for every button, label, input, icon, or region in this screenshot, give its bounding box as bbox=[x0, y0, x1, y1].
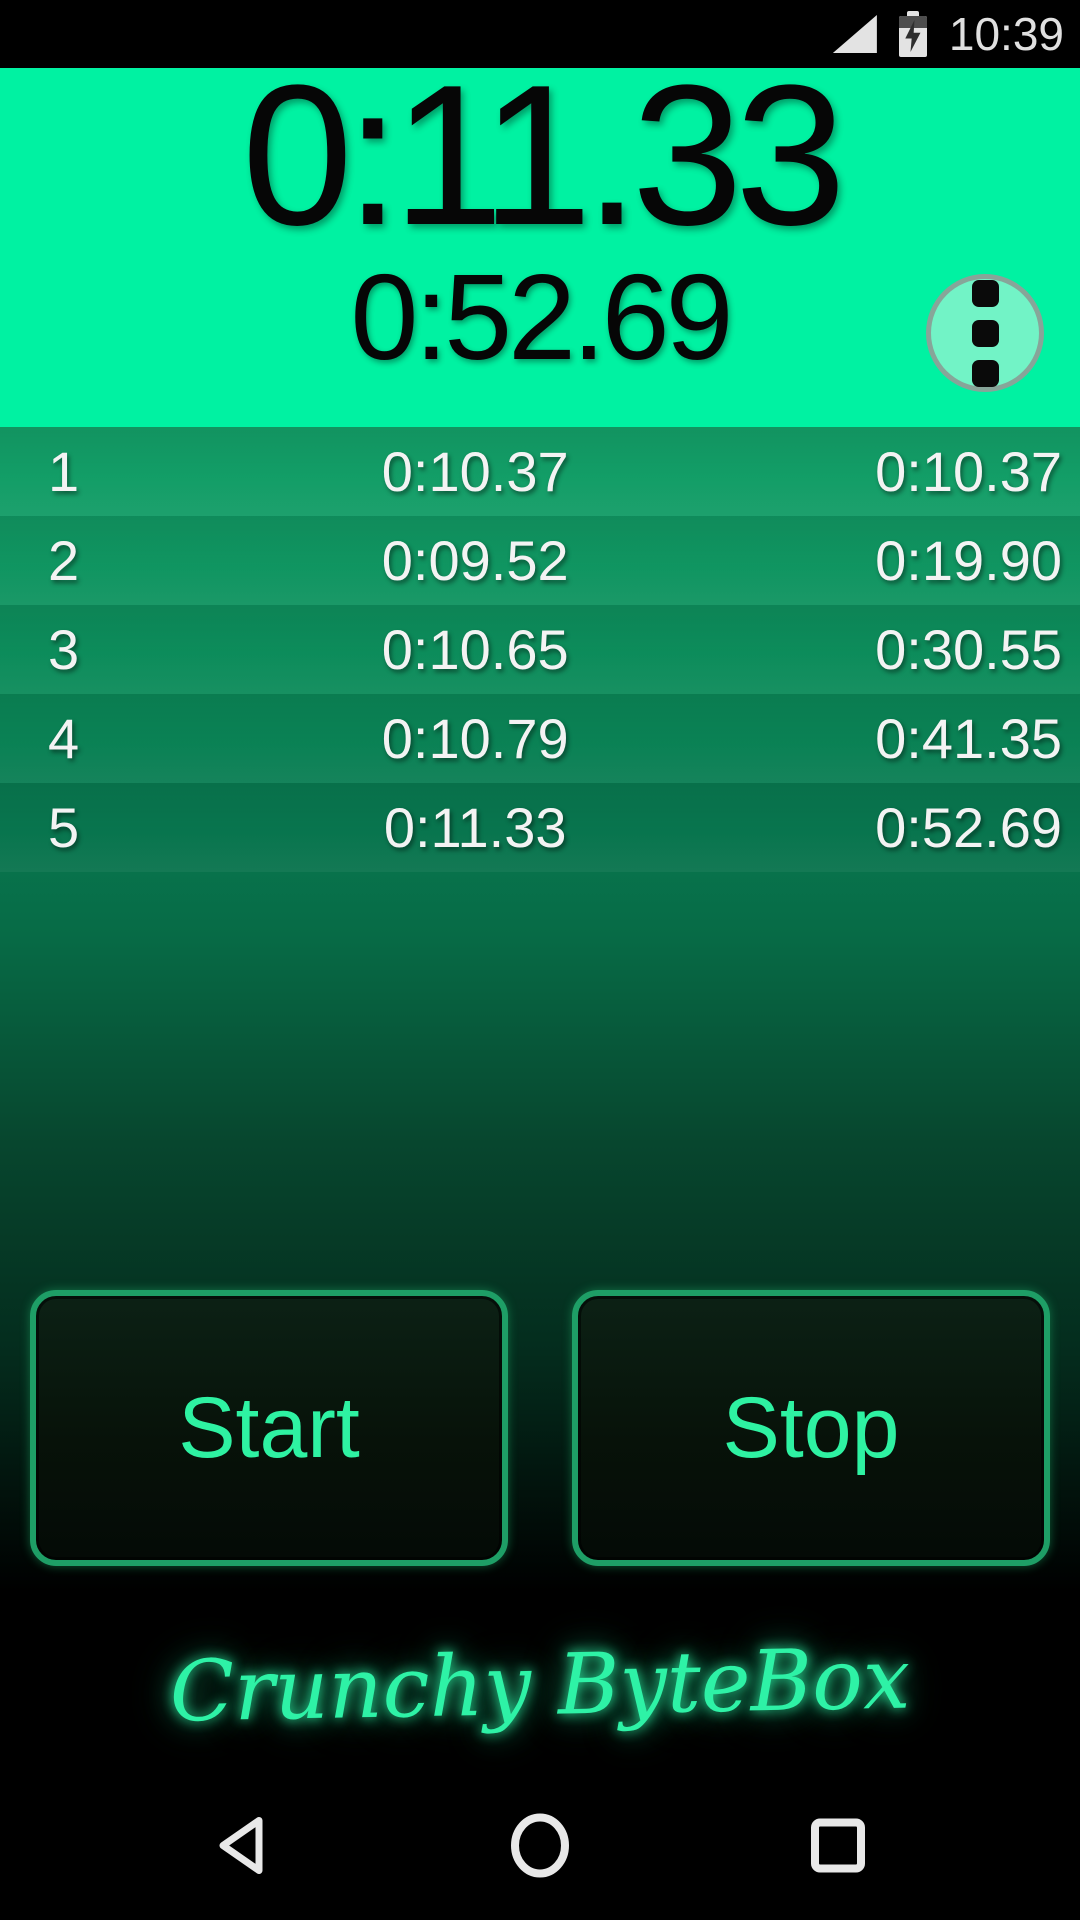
status-bar: 10:39 bbox=[0, 0, 1080, 68]
menu-dot-icon bbox=[971, 279, 999, 307]
battery-body bbox=[898, 16, 927, 57]
battery-empty-segment bbox=[898, 16, 927, 28]
elapsed-lap-time: 0:11.33 bbox=[241, 44, 846, 267]
recents-square-icon bbox=[811, 1818, 865, 1873]
lap-time: 0:10.65 bbox=[381, 617, 569, 681]
developer-signature: Crunchy ByteBox bbox=[169, 1629, 911, 1741]
lap-time: 0:10.37 bbox=[381, 439, 569, 503]
timer-header: 0:11.33 0:52.69 bbox=[0, 56, 1080, 427]
lap-list[interactable]: 1 0:10.37 0:10.37 2 0:09.52 0:19.90 3 0:… bbox=[0, 427, 1080, 872]
lap-number: 5 bbox=[48, 795, 80, 859]
lap-row: 1 0:10.37 0:10.37 bbox=[0, 427, 1080, 516]
lap-row: 2 0:09.52 0:19.90 bbox=[0, 516, 1080, 605]
status-clock: 10:39 bbox=[948, 8, 1064, 60]
lap-row: 5 0:11.33 0:52.69 bbox=[0, 783, 1080, 872]
lap-number: 4 bbox=[48, 706, 80, 770]
lap-row: 4 0:10.79 0:41.35 bbox=[0, 694, 1080, 783]
cellular-signal-icon bbox=[832, 15, 877, 53]
battery-tip bbox=[906, 11, 919, 17]
back-triangle-icon bbox=[219, 1817, 263, 1874]
lap-time: 0:09.52 bbox=[381, 528, 569, 592]
lap-time: 0:10.79 bbox=[381, 706, 569, 770]
content-background bbox=[0, 427, 1080, 1920]
overflow-menu-button[interactable] bbox=[926, 274, 1044, 392]
home-circle-icon bbox=[511, 1813, 569, 1878]
back-button[interactable] bbox=[213, 1815, 267, 1882]
stop-button-label: Stop bbox=[722, 1380, 900, 1476]
stop-button[interactable]: Stop bbox=[572, 1290, 1050, 1566]
total-elapsed-time: 0:52.69 bbox=[350, 249, 733, 385]
menu-dot-icon bbox=[971, 359, 999, 387]
lap-cumulative-time: 0:30.55 bbox=[875, 617, 1062, 681]
lap-row: 3 0:10.65 0:30.55 bbox=[0, 605, 1080, 694]
lap-cumulative-time: 0:41.35 bbox=[875, 706, 1062, 770]
android-navigation-bar bbox=[0, 1776, 1080, 1920]
lap-number: 1 bbox=[48, 439, 80, 503]
lap-number: 3 bbox=[48, 617, 80, 681]
recents-button[interactable] bbox=[808, 1816, 868, 1881]
battery-charging-icon bbox=[898, 11, 927, 57]
start-button[interactable]: Start bbox=[30, 1290, 508, 1566]
home-button[interactable] bbox=[507, 1811, 573, 1886]
lap-number: 2 bbox=[48, 528, 80, 592]
start-button-label: Start bbox=[178, 1380, 360, 1476]
lap-cumulative-time: 0:19.90 bbox=[875, 528, 1062, 592]
lap-time: 0:11.33 bbox=[383, 795, 567, 859]
menu-dot-icon bbox=[971, 319, 999, 347]
lap-cumulative-time: 0:52.69 bbox=[875, 795, 1062, 859]
lap-cumulative-time: 0:10.37 bbox=[875, 439, 1062, 503]
